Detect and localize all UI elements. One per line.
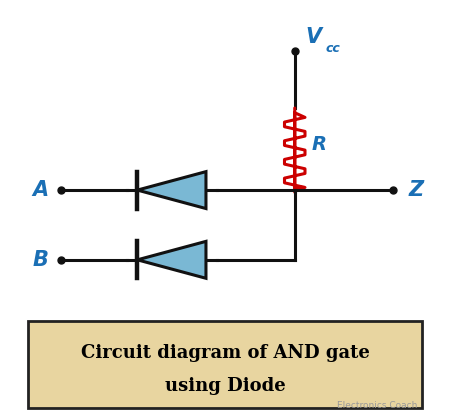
Polygon shape xyxy=(137,241,206,278)
Text: R: R xyxy=(311,135,326,154)
Text: Z: Z xyxy=(408,180,423,200)
FancyBboxPatch shape xyxy=(28,321,422,408)
Polygon shape xyxy=(137,172,206,209)
Text: cc: cc xyxy=(325,42,340,55)
Text: Electronics Coach: Electronics Coach xyxy=(338,401,418,410)
Text: Circuit diagram of AND gate: Circuit diagram of AND gate xyxy=(81,344,369,362)
Text: A: A xyxy=(32,180,49,200)
Text: V: V xyxy=(305,26,321,47)
Text: using Diode: using Diode xyxy=(165,377,285,395)
Text: B: B xyxy=(32,250,48,270)
